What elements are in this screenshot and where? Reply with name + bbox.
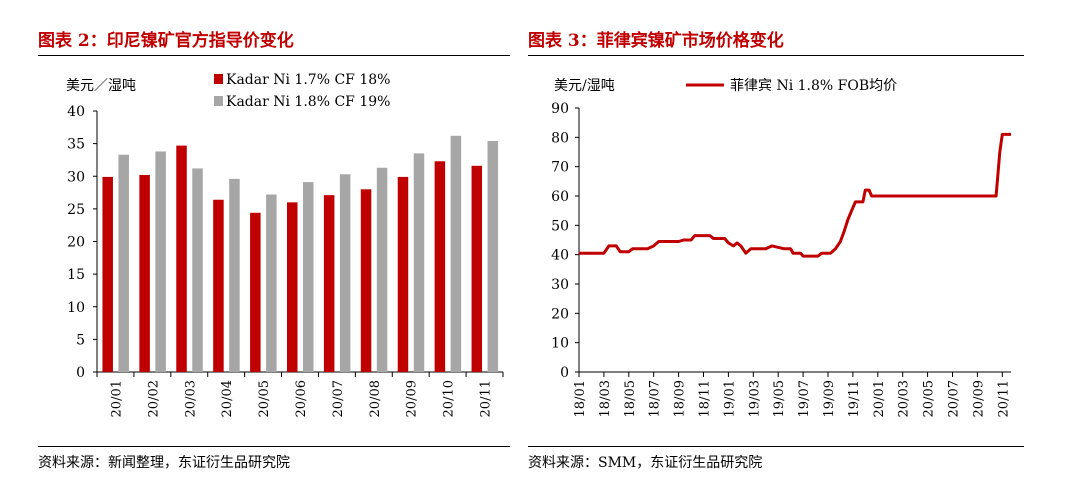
x-tick-label: 19/01 [722, 380, 737, 417]
x-tick-label: 20/07 [946, 380, 961, 417]
figure-1-title: 图表 2：印尼镍矿官方指导价变化 [38, 31, 294, 51]
bar-ni17-20-09 [397, 176, 409, 372]
y-tick-label: 30 [67, 169, 85, 185]
bar-ni18-20-02 [155, 151, 166, 372]
y-tick-label: 70 [551, 160, 569, 176]
bar-chart: 美元／湿吨 Kadar Ni 1.7% CF 18% Kadar Ni 1.8% C… [66, 72, 504, 417]
y-tick-label: 35 [67, 137, 85, 153]
figure-2-source: 资料来源：SMM，东证衍生品研究院 [528, 455, 763, 471]
x-tick-label: 18/07 [648, 380, 663, 417]
y-tick-label: 20 [551, 306, 569, 322]
x-tick-label: 20/06 [294, 380, 309, 417]
y-tick-label: 25 [67, 202, 85, 218]
bar-ni17-20-01 [102, 176, 113, 372]
x-tick-label: 19/05 [772, 380, 787, 417]
legend-swatch-2 [214, 96, 223, 106]
x-tick-label: 20/01 [872, 380, 887, 417]
y-tick-label: 40 [67, 104, 85, 120]
x-tick-label: 20/09 [971, 380, 986, 417]
bar-ni18-20-11 [487, 141, 499, 372]
x-tick-label: 19/03 [747, 380, 762, 417]
price-line [579, 132, 1011, 258]
bar-ni17-20-02 [139, 174, 150, 372]
x-tick-label: 20/02 [146, 380, 161, 417]
x-tick-label: 20/08 [368, 380, 383, 417]
x-tick-label: 18/03 [598, 380, 613, 417]
x-tick-label: 20/09 [405, 380, 420, 417]
bar-ni17-20-08 [360, 189, 372, 372]
y-tick-label: 15 [67, 267, 85, 283]
bar-ni17-20-11 [471, 165, 483, 372]
bar-ni17-20-07 [323, 195, 335, 372]
legend-swatch-1 [214, 74, 223, 84]
figure-2-top-rule [528, 55, 1024, 56]
x-tick-label: 20/05 [922, 380, 937, 417]
y-tick-label: 10 [67, 300, 85, 316]
x-tick-label: 19/11 [847, 380, 862, 417]
legend-label-2: Kadar Ni 1.8% CF 19% [226, 94, 390, 110]
x-tick-label: 20/11 [479, 380, 494, 417]
bar-ni18-20-06 [303, 182, 314, 372]
bar-ni18-20-05 [266, 194, 277, 372]
y-tick-label: 80 [551, 130, 569, 146]
y-tick-label: 50 [551, 218, 569, 234]
x-tick-label: 19/09 [822, 380, 837, 417]
y-tick-label: 30 [551, 277, 569, 293]
figure-2-bottom-rule [528, 446, 1024, 447]
bar-ni18-20-04 [229, 178, 240, 372]
x-tick-label: 20/03 [897, 380, 912, 417]
x-tick-label: 20/07 [331, 380, 346, 417]
x-tick-label: 20/04 [220, 380, 235, 417]
y-tick-label: 0 [560, 365, 569, 381]
figure-2-title: 图表 3：菲律宾镍矿市场价格变化 [528, 31, 784, 51]
legend-label: 菲律宾 Ni 1.8% FOB均价 [730, 78, 897, 94]
bar-ni17-20-10 [434, 161, 446, 372]
bar-ni17-20-03 [176, 145, 187, 372]
y-tick-label: 5 [76, 332, 85, 348]
bar-ni17-20-04 [213, 199, 224, 372]
x-tick-label: 20/05 [257, 380, 272, 417]
bar-ni18-20-09 [413, 153, 425, 372]
y-tick-label: 0 [76, 365, 85, 381]
x-tick-label: 18/09 [673, 380, 688, 417]
figure-1-bottom-rule [38, 446, 510, 447]
bar-ni17-20-05 [250, 212, 261, 372]
y-tick-label: 40 [551, 248, 569, 264]
y-axis-label: 美元/湿吨 [554, 78, 615, 94]
bar-ni18-20-07 [339, 174, 351, 372]
bar-ni18-20-03 [192, 168, 203, 372]
x-tick-label: 19/07 [797, 380, 812, 417]
x-tick-label: 18/05 [623, 380, 638, 417]
bar-ni18-20-08 [376, 167, 388, 372]
figure-1-top-rule [38, 55, 510, 56]
bar-ni17-20-06 [287, 202, 298, 372]
bar-ni18-20-01 [118, 154, 129, 372]
x-tick-label: 20/03 [183, 380, 198, 417]
x-tick-label: 18/01 [573, 380, 588, 417]
y-tick-label: 10 [551, 336, 569, 352]
x-tick-label: 18/11 [697, 380, 712, 417]
y-tick-label: 20 [67, 235, 85, 251]
x-tick-label: 20/10 [442, 380, 457, 417]
legend-label-1: Kadar Ni 1.7% CF 18% [226, 72, 390, 88]
figure-1-source: 资料来源：新闻整理，东证衍生品研究院 [38, 455, 290, 471]
y-tick-label: 90 [551, 101, 569, 117]
line-chart: 美元/湿吨 菲律宾 Ni 1.8% FOB均价 0 10 20 30 40 50 60 70 80 9… [551, 78, 1011, 417]
x-tick-label: 20/11 [996, 380, 1011, 417]
y-axis-label: 美元／湿吨 [66, 78, 136, 94]
bar-ni18-20-10 [450, 135, 462, 372]
x-tick-label: 20/01 [109, 380, 124, 417]
y-tick-label: 60 [551, 189, 569, 205]
